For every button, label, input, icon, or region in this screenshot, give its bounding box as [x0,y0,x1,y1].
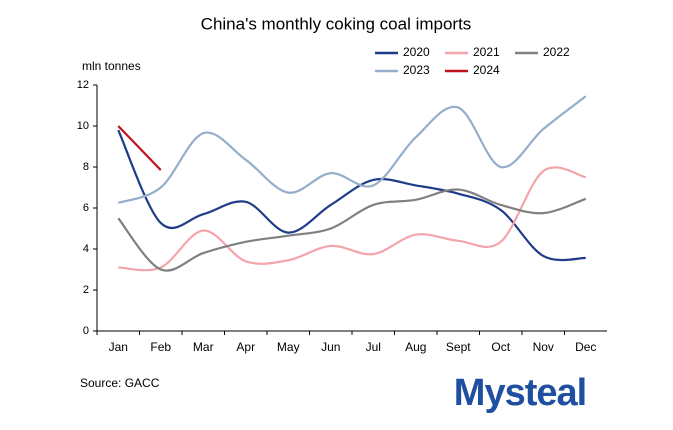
x-tick-label: Nov [533,340,554,354]
logo: Mysteal [454,372,586,414]
legend-label: 2022 [543,45,570,59]
x-tick-label: Apr [236,340,255,354]
y-tick-label: 6 [83,202,89,214]
x-tick-label: Jan [109,340,128,354]
y-tick-label: 8 [83,161,89,173]
line-2023 [117,95,587,204]
x-tick-label: Feb [150,340,171,354]
y-tick-label: 12 [77,79,89,91]
y-tick-label: 2 [83,284,89,296]
legend-label: 2024 [473,63,500,77]
x-tick-label: Dec [575,340,596,354]
chart-title: China's monthly coking coal imports [201,14,472,33]
line-2021 [118,166,587,272]
line-2024 [117,125,162,171]
y-tick-label: 0 [83,325,89,337]
y-tick-label: 10 [77,120,89,132]
legend-label: 2020 [403,45,430,59]
x-tick-label: Jul [366,340,381,354]
line-2020 [117,129,586,262]
y-axis-label: mln tonnes [82,59,141,73]
legend-label: 2021 [473,45,500,59]
x-tick-label: May [277,340,300,354]
x-tick-label: Mar [193,340,214,354]
x-tick-label: Jun [321,340,340,354]
legend-label: 2023 [403,63,430,77]
x-tick-label: Oct [491,340,510,354]
x-tick-label: Aug [405,340,426,354]
y-tick-label: 4 [83,243,89,255]
x-tick-label: Sept [446,340,471,354]
source: Source: GACC [80,376,160,390]
line-2022 [117,188,587,272]
